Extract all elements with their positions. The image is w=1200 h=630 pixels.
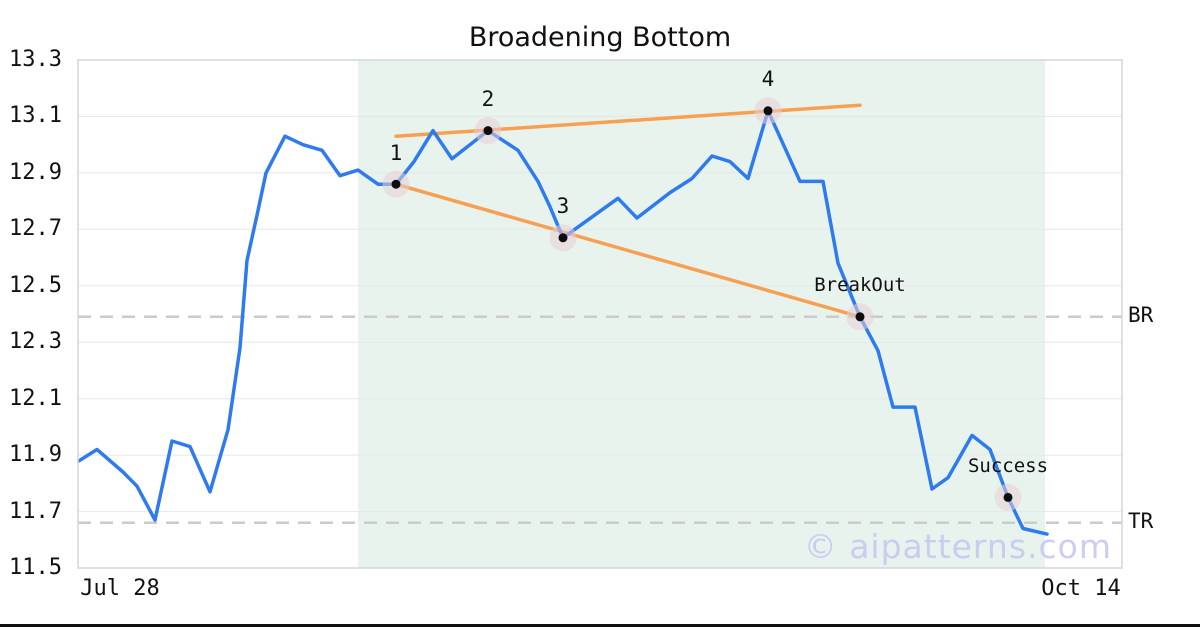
y-tick-label: 13.3	[9, 47, 62, 72]
annotation-label-success: Success	[967, 454, 1049, 477]
annotation-label-4: 4	[761, 67, 775, 92]
watermark: © aipatterns.com	[803, 527, 1112, 566]
y-tick-label: 11.9	[9, 442, 62, 468]
level-label-tr: TR	[1128, 508, 1154, 533]
marker-dot	[558, 233, 568, 243]
annotation-label-2: 2	[481, 87, 495, 112]
y-tick-label: 11.7	[9, 498, 62, 524]
y-tick-label: 12.1	[9, 385, 62, 411]
annotation-label-breakout: BreakOut	[814, 274, 906, 297]
level-label-br: BR	[1128, 302, 1154, 327]
upper-trendline	[394, 103, 862, 138]
lower-trendline	[394, 182, 862, 319]
annotation-label-1: 1	[389, 140, 403, 165]
marker-dot	[763, 106, 773, 116]
y-tick-label: 12.7	[9, 216, 62, 242]
bottom-border-bar	[0, 624, 1200, 627]
marker-dot	[855, 312, 865, 322]
x-tick-label: Jul 28	[80, 576, 160, 601]
annotation-label-3: 3	[556, 194, 570, 219]
marker-dot	[483, 126, 493, 136]
pattern-region	[358, 60, 1045, 568]
y-tick-label: 12.5	[9, 272, 62, 298]
chart-title: Broadening Bottom	[468, 22, 732, 53]
marker-dot	[1003, 492, 1013, 502]
y-tick-label: 13.1	[9, 103, 62, 129]
plot-border	[77, 59, 1123, 569]
x-tick-label: Oct 14	[1041, 576, 1121, 601]
y-tick-label: 12.3	[9, 329, 62, 355]
price-line	[77, 109, 1049, 536]
marker-dot	[391, 179, 401, 189]
y-tick-label: 12.9	[9, 159, 62, 185]
y-tick-label: 11.5	[9, 555, 62, 580]
